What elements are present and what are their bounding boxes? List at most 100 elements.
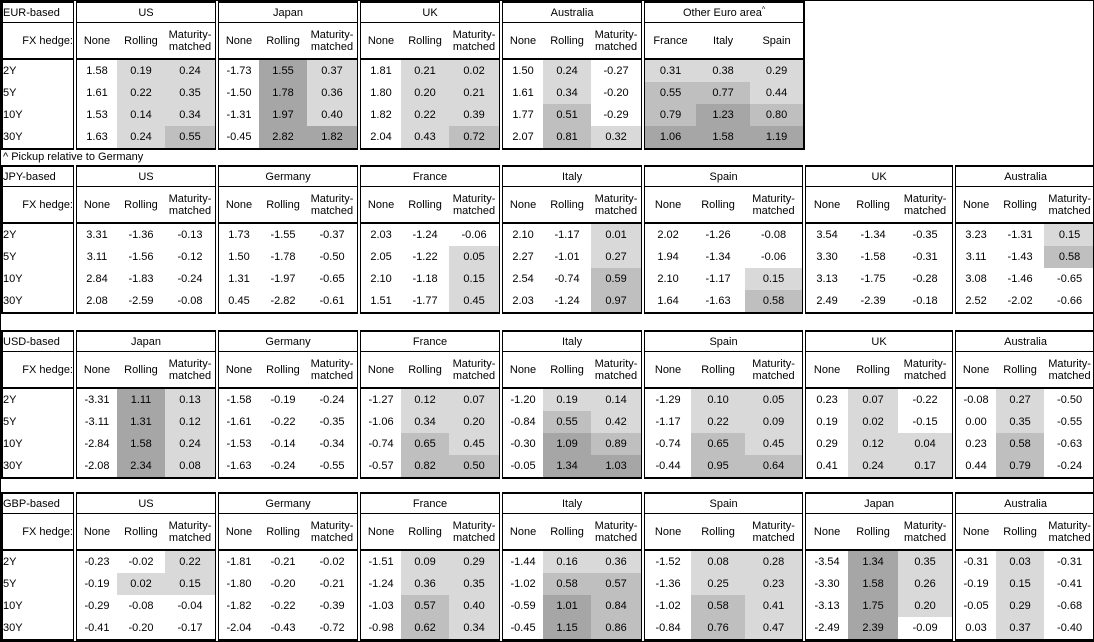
- group-name-label: UK: [871, 170, 887, 183]
- data-row-10y: 10Y -2.84 1.58 0.24 -1.53 -0.14 -0.34 -0.74 0.65…: [2, 433, 1093, 455]
- value-cell: -1.73: [215, 59, 260, 82]
- value-cell: -1.56: [128, 251, 154, 263]
- value-cell: 0.45: [449, 433, 502, 455]
- value-cell: -3.31: [73, 388, 117, 411]
- value-cell: -0.22: [270, 416, 296, 428]
- group-name-australia: Australia: [952, 493, 1093, 514]
- value-cell: -0.20: [128, 622, 154, 634]
- group-name-label: Australia: [550, 6, 594, 19]
- group-name-us: US: [72, 493, 218, 514]
- value-cell: 0.12: [165, 411, 217, 433]
- group-name-germany: Germany: [215, 166, 360, 187]
- subheader-row: FX hedge: None Rolling Maturity-matched None…: [2, 186, 1093, 224]
- value-cell: 0.03: [952, 617, 997, 640]
- value-cell: -0.50: [319, 251, 345, 263]
- value-cell: -0.22: [270, 600, 296, 612]
- data-row-10y: 10Y 2.84 -1.83 -0.24 1.31 -1.97 -0.65 2.10 -1.18…: [2, 268, 1093, 290]
- value-cell: 3.30: [802, 246, 849, 268]
- column-header-none: None: [215, 22, 260, 60]
- section-label: JPY-based: [2, 166, 75, 187]
- value-cell: -0.18: [912, 295, 938, 307]
- value-cell: 0.13: [165, 388, 217, 411]
- column-header-maturity-matched: Maturity-matched: [745, 513, 805, 551]
- value-cell: -2.02: [1007, 295, 1033, 307]
- group-name-spain: Spain: [641, 493, 805, 514]
- value-cell: 3.13: [802, 268, 849, 290]
- column-header-rolling: Rolling: [117, 351, 165, 389]
- row-label: 5Y: [3, 87, 17, 99]
- group-name-label: Germany: [265, 335, 311, 348]
- value-cell: -0.43: [270, 622, 296, 634]
- value-cell: 1.77: [499, 104, 544, 126]
- value-cell: 0.19: [802, 411, 849, 433]
- value-cell: 0.51: [543, 104, 592, 126]
- jpy-based-table: JPY-based US Germany France Italy Spain UK Aust…: [1, 165, 1093, 314]
- value-cell: -0.14: [270, 438, 296, 450]
- value-cell: -0.24: [270, 460, 296, 472]
- group-name-label: Other Euro area: [682, 6, 762, 19]
- column-header-none: None: [357, 22, 402, 60]
- value-cell: 0.29: [449, 550, 502, 573]
- value-cell: 0.34: [449, 617, 502, 640]
- value-cell: 0.15: [165, 573, 218, 595]
- data-row-30y: 30Y 2.08 -2.59 -0.08 0.45 -2.82 -0.61 1.51 -1.77…: [2, 290, 1093, 313]
- value-cell: -0.65: [1057, 273, 1083, 285]
- value-cell: 0.37: [307, 59, 360, 82]
- column-header-maturity-matched: Maturity-matched: [165, 186, 218, 224]
- value-cell: 0.79: [641, 104, 697, 126]
- value-cell: -0.20: [603, 87, 629, 99]
- column-header-maturity-matched: Maturity-matched: [1044, 351, 1093, 389]
- group-name-label: US: [138, 170, 154, 183]
- fx-hedge-label: FX hedge:: [2, 22, 75, 60]
- column-header-maturity-matched: Maturity-matched: [1044, 513, 1093, 551]
- value-cell: 0.72: [449, 126, 502, 149]
- column-header-maturity-matched: Maturity-matched: [307, 513, 360, 551]
- value-cell: 3.54: [802, 223, 849, 246]
- group-name-label: Germany: [265, 497, 311, 510]
- column-header-rolling: Rolling: [543, 513, 592, 551]
- column-header-maturity-matched: Maturity-matched: [165, 513, 218, 551]
- value-cell: 1.82: [307, 126, 360, 149]
- value-cell: 0.47: [745, 617, 805, 640]
- group-header-row: EUR-based US Japan UK Australia Other Euro ar…: [2, 2, 805, 23]
- column-header-france: France: [641, 22, 697, 60]
- value-cell: -0.30: [499, 433, 544, 455]
- group-name-label: Spain: [709, 170, 738, 183]
- value-cell: 0.50: [449, 455, 502, 478]
- value-cell: -0.74: [554, 273, 580, 285]
- value-cell: 2.02: [641, 223, 692, 246]
- column-header-rolling: Rolling: [259, 513, 308, 551]
- value-cell: 0.07: [449, 388, 502, 411]
- data-row-30y: 30Y -2.08 2.34 0.08 -1.63 -0.24 -0.55 -0.57 0.82…: [2, 455, 1093, 478]
- row-label: 2Y: [3, 556, 17, 568]
- value-cell: 0.22: [401, 104, 450, 126]
- value-cell: 1.09: [543, 433, 592, 455]
- value-cell: -0.19: [952, 573, 997, 595]
- section-jpy-based: JPY-based US Germany France Italy Spain UK Aust…: [1, 165, 1093, 314]
- value-cell: 1.50: [499, 59, 544, 82]
- value-cell: 1.06: [641, 126, 697, 149]
- column-header-rolling: Rolling: [691, 186, 746, 224]
- column-header-none: None: [802, 513, 849, 551]
- value-cell: -0.21: [319, 578, 345, 590]
- value-cell: -1.20: [499, 388, 544, 411]
- value-cell: 1.58: [848, 573, 899, 595]
- value-cell: 0.08: [691, 550, 746, 573]
- value-cell: -0.28: [912, 273, 938, 285]
- value-cell: 0.44: [750, 82, 805, 104]
- column-header-rolling: Rolling: [543, 22, 592, 60]
- value-cell: 2.52: [952, 290, 997, 313]
- value-cell: -0.08: [128, 600, 154, 612]
- value-cell: 3.31: [73, 223, 117, 246]
- value-cell: 0.19: [543, 388, 592, 411]
- group-name-italy: Italy: [499, 166, 644, 187]
- value-cell: 1.63: [73, 126, 117, 149]
- value-cell: 0.55: [543, 411, 592, 433]
- value-cell: -0.08: [177, 295, 203, 307]
- column-header-rolling: Rolling: [401, 513, 450, 551]
- value-cell: -0.15: [912, 416, 938, 428]
- column-header-maturity-matched: Maturity-matched: [307, 186, 360, 224]
- value-cell: -1.63: [215, 455, 259, 478]
- value-cell: 0.28: [745, 550, 805, 573]
- value-cell: 0.29: [750, 59, 805, 82]
